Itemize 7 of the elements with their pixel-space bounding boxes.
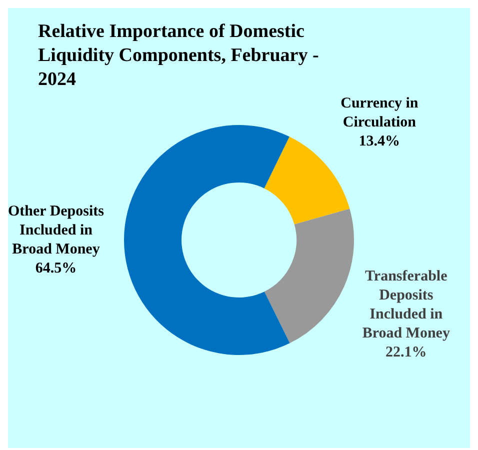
data-label: 22.1% (386, 344, 427, 360)
data-label: 64.5% (35, 260, 77, 277)
slice-label: Other Deposits Included in Broad Money (8, 204, 104, 258)
chart-title: Relative Importance of Domestic Liquidity Components, February - 2024 (38, 20, 320, 92)
slice-label: Transferable Deposits Included in Broad Money (362, 268, 450, 342)
data-label: 13.4% (358, 134, 400, 150)
slice-label: Currency in Circulation (340, 96, 419, 131)
